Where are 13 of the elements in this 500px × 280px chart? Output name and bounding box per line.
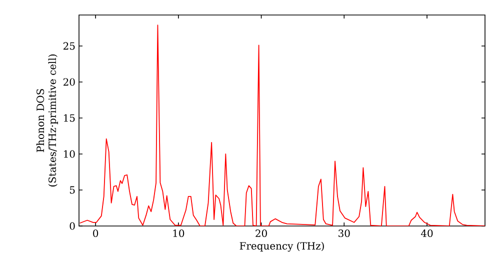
x-tick-label: 30 (338, 230, 350, 238)
y-tick-label: 20 (63, 78, 75, 86)
y-tick-label: 15 (64, 114, 75, 122)
x-tick-label: 10 (173, 230, 184, 238)
y-tick-label: 25 (63, 42, 75, 50)
y-axis-title: Phonon DOS (States/THz·primitive cell) (36, 54, 58, 186)
y-tick-label: 0 (70, 222, 75, 230)
x-tick-label: 0 (93, 230, 98, 238)
x-axis-title: Frequency (THz) (240, 242, 324, 252)
y-tick-label: 5 (70, 186, 75, 194)
x-tick-label: 40 (420, 230, 433, 238)
y-tick-label: 10 (64, 150, 75, 158)
x-tick-label: 20 (256, 230, 267, 238)
